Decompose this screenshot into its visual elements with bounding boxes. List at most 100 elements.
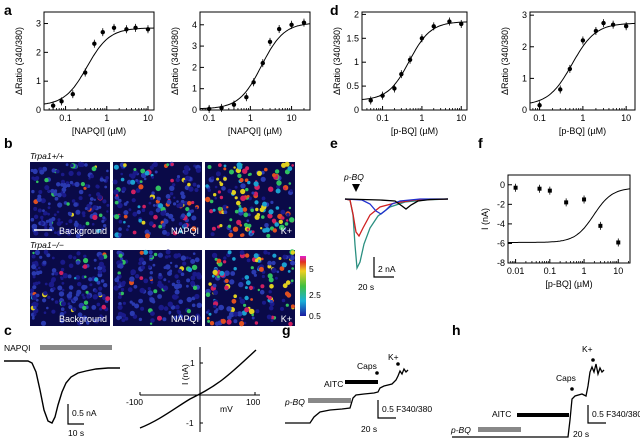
micro-cell [169, 269, 173, 273]
micro-cell [258, 266, 264, 272]
micro-cell [226, 306, 232, 312]
micro-cell [213, 193, 217, 197]
micro-cell [46, 253, 51, 258]
micro-cell [104, 185, 108, 189]
a-right-xtick-label: 10 [287, 113, 297, 123]
micro-cell [209, 321, 215, 326]
micro-cell [114, 214, 120, 220]
micro-cell [42, 260, 47, 265]
micro-cell [73, 202, 78, 207]
d-right-xlabel: [p-BQ] (µM) [559, 126, 606, 136]
micro-cell [131, 189, 136, 195]
micro-cell [31, 316, 35, 320]
micro-cell [212, 208, 216, 212]
micro-cell [140, 168, 146, 174]
micro-cell [147, 287, 151, 291]
micro-cell [229, 279, 235, 285]
d-left-xlabel: [p-BQ] (µM) [391, 126, 438, 136]
micro-cell [132, 211, 138, 217]
micro-cell [210, 232, 215, 237]
micro-cell [291, 164, 295, 167]
micro-cell [78, 224, 82, 228]
micro-cell [93, 198, 97, 201]
micro-cell [117, 295, 122, 299]
micro-cell [68, 212, 72, 217]
micro-cell [205, 292, 211, 298]
micro-cell [185, 207, 190, 212]
micro-cell [253, 191, 259, 197]
micro-cell [233, 267, 237, 271]
d-right-data-point [537, 103, 542, 108]
micro-cell [262, 300, 266, 305]
micro-cell [172, 183, 176, 187]
micro-cell [239, 321, 245, 327]
micro-cell [114, 200, 119, 205]
d-left-data-point [392, 86, 397, 91]
micro-cell [42, 298, 47, 303]
d-left-data-point [459, 21, 464, 27]
micro-cell [135, 188, 141, 193]
micro-cell [244, 286, 248, 290]
micro-cell [194, 187, 199, 193]
micro-cell [237, 173, 242, 178]
micro-cell [151, 163, 155, 167]
micro-cell [214, 321, 220, 326]
micro-cell [35, 263, 39, 267]
micro-cell [158, 283, 164, 289]
micro-cell [77, 312, 83, 318]
micro-cell [243, 212, 249, 218]
micro-cell [214, 185, 218, 189]
micro-cell [178, 314, 183, 320]
micro-cell [232, 257, 236, 261]
f-data-point [616, 240, 621, 245]
micro-cell [76, 226, 80, 230]
micro-cell [46, 306, 49, 310]
micro-cell [217, 190, 221, 194]
micro-cell [105, 296, 111, 301]
micro-cell [149, 276, 153, 280]
micro-cell [264, 223, 269, 228]
micro-cell [157, 252, 163, 258]
micro-cell [173, 202, 177, 206]
micro-cell [60, 172, 65, 177]
a-left-ytick-label: 1 [36, 76, 41, 86]
f-xlabel: [p-BQ] (µM) [545, 279, 592, 289]
f-axes-frame [507, 174, 631, 264]
micro-cell [57, 202, 63, 208]
micro-cell [90, 174, 94, 179]
micro-cell [61, 288, 65, 292]
micro-cell [94, 319, 99, 324]
micro-cell [251, 313, 254, 317]
micro-cell [29, 288, 35, 293]
h-scale-bar [587, 405, 606, 424]
micro-cell [76, 289, 82, 295]
micro-cell [216, 258, 222, 264]
micro-cell [260, 176, 266, 182]
micro-cell [40, 320, 47, 326]
micro-cell [192, 252, 196, 255]
micro-cell [190, 275, 196, 281]
micro-cell [267, 264, 272, 269]
micro-panel-label: K+ [281, 226, 292, 236]
micro-cell [207, 188, 211, 192]
micro-cell [196, 302, 202, 308]
micro-cell [276, 184, 281, 189]
micro-cell [129, 276, 135, 282]
micro-cell [85, 290, 89, 294]
micro-cell [251, 230, 255, 234]
micro-cell [262, 201, 267, 207]
micro-cell [128, 208, 132, 212]
micro-cell [120, 291, 124, 296]
micro-cell [138, 184, 144, 190]
micro-cell [56, 210, 60, 214]
micro-cell [165, 249, 171, 255]
micro-cell [43, 249, 49, 255]
micro-cell [30, 217, 35, 222]
micro-cell [31, 264, 37, 270]
micro-cell [194, 257, 200, 263]
micro-cell [126, 228, 129, 232]
micro-cell [282, 254, 287, 259]
micro-cell [44, 232, 49, 237]
g-caps-label: Caps [357, 361, 377, 371]
micro-cell [75, 209, 81, 215]
